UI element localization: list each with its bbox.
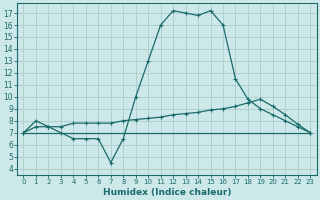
X-axis label: Humidex (Indice chaleur): Humidex (Indice chaleur) [103,188,231,197]
